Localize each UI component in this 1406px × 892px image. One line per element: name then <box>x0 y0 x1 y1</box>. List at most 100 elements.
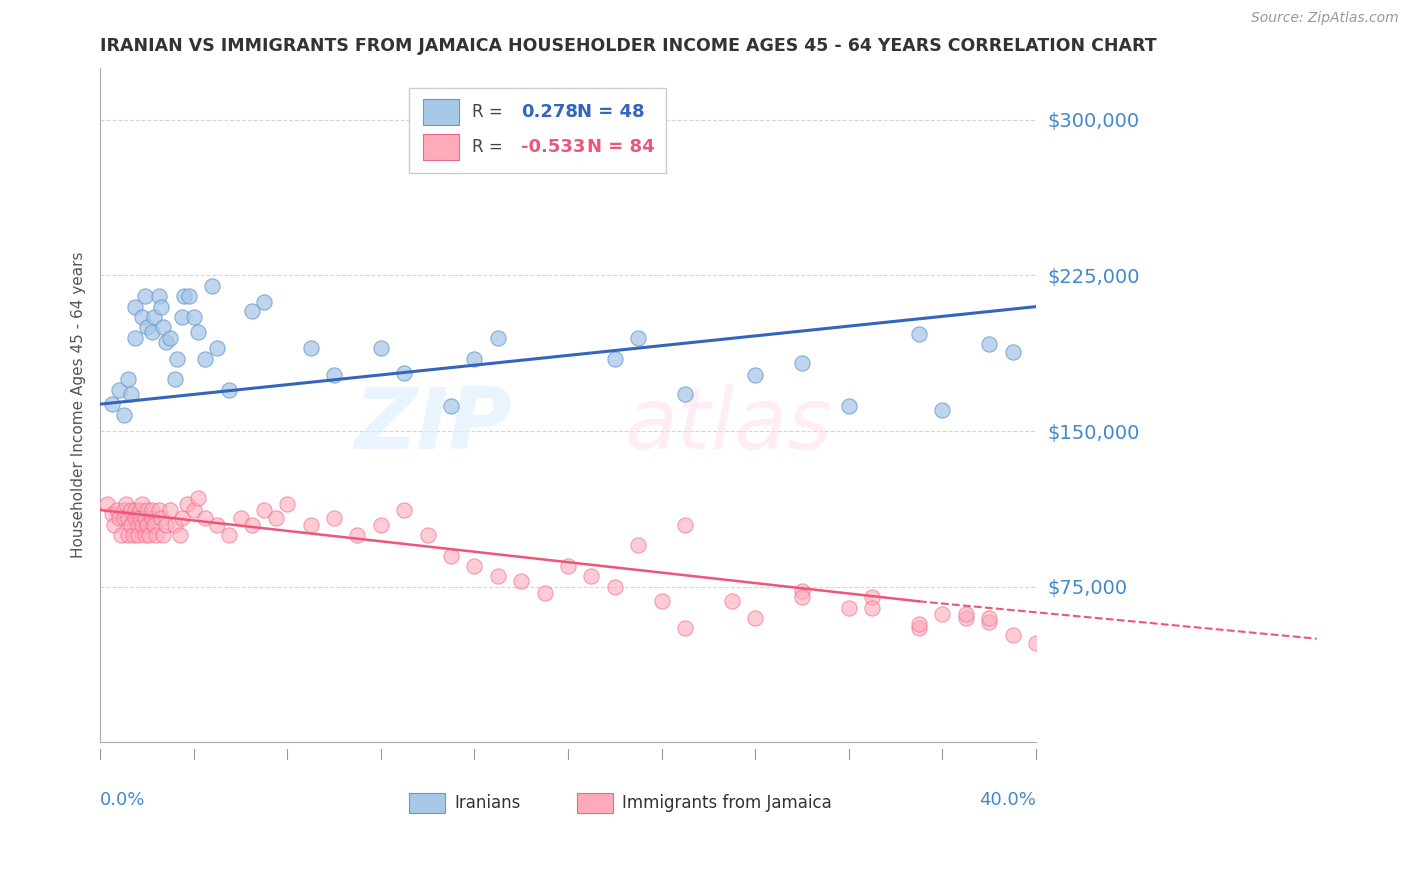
Point <box>127 517 149 532</box>
Point <box>183 503 205 517</box>
Point <box>120 517 142 532</box>
Point <box>790 583 813 598</box>
Point <box>163 372 186 386</box>
Point <box>141 503 163 517</box>
Point <box>129 503 152 517</box>
Point <box>110 528 132 542</box>
Point <box>838 600 860 615</box>
Point <box>979 615 1001 629</box>
Point <box>440 399 463 413</box>
Point <box>201 278 224 293</box>
Point <box>183 310 205 324</box>
Point <box>346 528 368 542</box>
Bar <box>423 99 458 125</box>
Text: ZIP: ZIP <box>354 384 512 467</box>
Point <box>229 511 252 525</box>
Point <box>117 511 139 525</box>
Point <box>253 503 276 517</box>
Point <box>142 517 165 532</box>
Point <box>145 528 167 542</box>
Text: -0.533: -0.533 <box>522 138 586 156</box>
Point <box>240 517 263 532</box>
Point <box>131 517 153 532</box>
Point <box>673 621 696 635</box>
Point <box>129 511 152 525</box>
Point <box>253 295 276 310</box>
Point <box>908 326 931 341</box>
Point <box>955 607 977 621</box>
Point <box>218 383 240 397</box>
Point <box>1025 636 1047 650</box>
Point <box>127 528 149 542</box>
Point <box>744 611 766 625</box>
Point <box>721 594 744 608</box>
Point <box>159 331 181 345</box>
Point <box>323 368 346 383</box>
Point <box>533 586 555 600</box>
Point <box>112 511 135 525</box>
Point <box>112 503 135 517</box>
Point <box>627 331 650 345</box>
Point <box>673 517 696 532</box>
Point <box>101 507 124 521</box>
Point <box>112 408 135 422</box>
Point <box>120 386 142 401</box>
Point <box>103 517 125 532</box>
Point <box>108 383 131 397</box>
Point <box>101 397 124 411</box>
Point <box>135 517 157 532</box>
Point <box>152 320 174 334</box>
Point <box>323 511 346 525</box>
Point <box>176 497 198 511</box>
Text: Source: ZipAtlas.com: Source: ZipAtlas.com <box>1251 11 1399 25</box>
Point <box>979 337 1001 351</box>
Point <box>486 331 509 345</box>
Point <box>299 341 322 355</box>
Point <box>790 590 813 604</box>
Point <box>134 289 156 303</box>
Point <box>134 528 156 542</box>
Point <box>790 356 813 370</box>
Point <box>463 559 485 574</box>
Point <box>149 300 172 314</box>
Y-axis label: Householder Income Ages 45 - 64 years: Householder Income Ages 45 - 64 years <box>72 252 86 558</box>
Point <box>416 528 439 542</box>
Point <box>440 549 463 563</box>
Point <box>194 351 217 366</box>
Point <box>148 289 170 303</box>
Text: R =: R = <box>471 138 513 156</box>
Point <box>187 325 209 339</box>
Point <box>108 511 131 525</box>
Point <box>931 607 953 621</box>
Point <box>510 574 533 588</box>
Text: N = 48: N = 48 <box>578 103 645 120</box>
Text: N = 84: N = 84 <box>586 138 654 156</box>
Point <box>673 386 696 401</box>
Point <box>276 497 298 511</box>
Point <box>908 617 931 632</box>
Point <box>170 310 193 324</box>
Point <box>1001 627 1024 641</box>
Point <box>187 491 209 505</box>
Point <box>394 366 416 380</box>
Point <box>218 528 240 542</box>
Point <box>557 559 579 574</box>
Point <box>149 511 172 525</box>
Point <box>603 351 626 366</box>
Bar <box>578 793 613 814</box>
Point <box>463 351 485 366</box>
Point <box>533 144 555 158</box>
Point <box>194 511 217 525</box>
Point <box>166 351 188 366</box>
Point <box>177 289 200 303</box>
Point <box>1001 345 1024 359</box>
Point <box>117 372 139 386</box>
Point <box>370 517 392 532</box>
FancyBboxPatch shape <box>409 88 666 172</box>
Point <box>581 569 603 583</box>
Point <box>120 503 142 517</box>
Point <box>142 310 165 324</box>
Point <box>979 611 1001 625</box>
Point <box>394 503 416 517</box>
Point <box>299 517 322 532</box>
